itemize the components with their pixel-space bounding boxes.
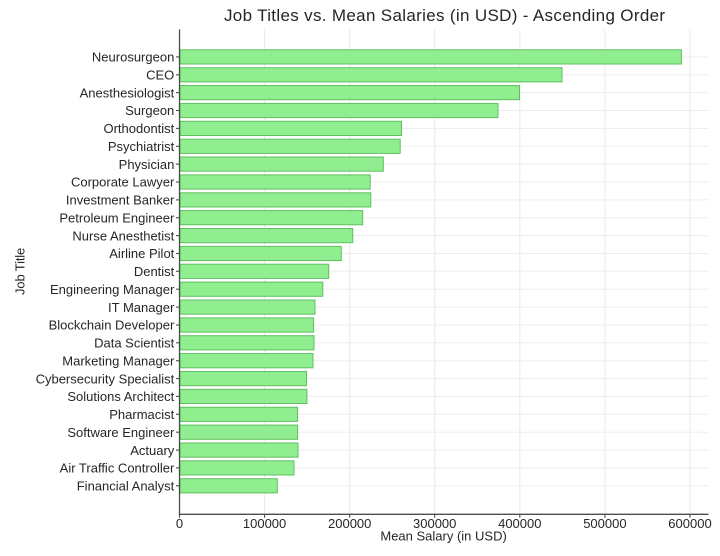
svg-text:100000: 100000 bbox=[243, 516, 286, 531]
svg-text:Anesthesiologist: Anesthesiologist bbox=[80, 85, 175, 100]
svg-text:Marketing Manager: Marketing Manager bbox=[62, 353, 175, 368]
svg-text:Air Traffic Controller: Air Traffic Controller bbox=[60, 461, 175, 476]
svg-text:Psychiatrist: Psychiatrist bbox=[108, 139, 175, 154]
svg-text:500000: 500000 bbox=[583, 516, 626, 531]
svg-text:Job Title: Job Title bbox=[12, 248, 27, 295]
svg-text:0: 0 bbox=[176, 516, 183, 531]
svg-text:Pharmacist: Pharmacist bbox=[109, 407, 174, 422]
svg-text:300000: 300000 bbox=[413, 516, 456, 531]
svg-text:Corporate Lawyer: Corporate Lawyer bbox=[71, 175, 175, 190]
svg-text:Surgeon: Surgeon bbox=[125, 103, 174, 118]
svg-text:CEO: CEO bbox=[146, 68, 174, 83]
svg-text:Solutions Architect: Solutions Architect bbox=[67, 389, 174, 404]
svg-text:Financial Analyst: Financial Analyst bbox=[77, 479, 175, 494]
svg-text:200000: 200000 bbox=[328, 516, 371, 531]
svg-text:600000: 600000 bbox=[668, 516, 711, 531]
svg-text:Nurse Anesthetist: Nurse Anesthetist bbox=[72, 228, 174, 243]
svg-text:Dentist: Dentist bbox=[134, 264, 175, 279]
svg-text:IT Manager: IT Manager bbox=[108, 300, 175, 315]
svg-text:Investment Banker: Investment Banker bbox=[66, 193, 175, 208]
svg-text:Physician: Physician bbox=[119, 157, 175, 172]
svg-text:Cybersecurity Specialist: Cybersecurity Specialist bbox=[36, 371, 175, 386]
svg-text:Data Scientist: Data Scientist bbox=[94, 336, 175, 351]
svg-text:Actuary: Actuary bbox=[130, 443, 175, 458]
svg-text:Blockchain Developer: Blockchain Developer bbox=[49, 318, 175, 333]
svg-text:400000: 400000 bbox=[498, 516, 541, 531]
svg-text:Petroleum Engineer: Petroleum Engineer bbox=[59, 210, 175, 225]
svg-text:Orthodontist: Orthodontist bbox=[103, 121, 174, 136]
svg-text:Neurosurgeon: Neurosurgeon bbox=[92, 50, 174, 65]
svg-text:Job Titles vs. Mean Salaries (: Job Titles vs. Mean Salaries (in USD) - … bbox=[224, 6, 665, 25]
svg-text:Software Engineer: Software Engineer bbox=[67, 425, 175, 440]
svg-text:Airline Pilot: Airline Pilot bbox=[109, 246, 174, 261]
svg-text:Engineering Manager: Engineering Manager bbox=[50, 282, 175, 297]
svg-text:Mean Salary (in USD): Mean Salary (in USD) bbox=[380, 529, 506, 544]
